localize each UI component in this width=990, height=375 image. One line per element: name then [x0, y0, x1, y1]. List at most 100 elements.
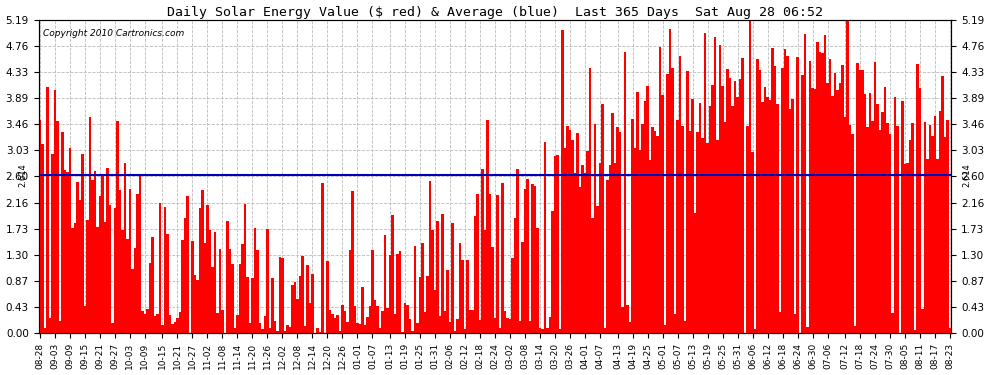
Bar [584, 173, 586, 333]
Bar [329, 310, 332, 333]
Bar [278, 256, 281, 333]
Bar [617, 127, 619, 333]
Bar [176, 318, 178, 333]
Bar [781, 68, 784, 333]
Bar [66, 172, 68, 333]
Bar [226, 221, 229, 333]
Bar [789, 109, 791, 333]
Bar [142, 311, 144, 333]
Bar [756, 59, 759, 333]
Bar [186, 196, 189, 333]
Bar [49, 318, 51, 333]
Bar [937, 159, 939, 333]
Bar [822, 53, 824, 333]
Bar [769, 100, 771, 333]
Bar [104, 222, 106, 333]
Bar [221, 310, 224, 333]
Bar [658, 47, 661, 333]
Bar [684, 321, 686, 333]
Bar [486, 120, 489, 333]
Bar [917, 64, 919, 333]
Bar [599, 163, 601, 333]
Bar [776, 104, 779, 333]
Bar [253, 228, 256, 333]
Bar [96, 227, 99, 333]
Bar [944, 137, 946, 333]
Bar [519, 321, 522, 333]
Bar [251, 278, 253, 333]
Bar [147, 309, 148, 333]
Bar [548, 316, 551, 333]
Bar [39, 120, 41, 333]
Bar [306, 265, 309, 333]
Bar [309, 303, 311, 333]
Bar [529, 321, 532, 333]
Bar [666, 74, 669, 333]
Bar [471, 309, 474, 333]
Bar [429, 181, 432, 333]
Bar [166, 234, 168, 333]
Bar [506, 318, 509, 333]
Bar [829, 59, 832, 333]
Bar [807, 327, 809, 333]
Bar [231, 264, 234, 333]
Bar [671, 68, 674, 333]
Bar [463, 329, 466, 333]
Bar [653, 131, 656, 333]
Bar [53, 90, 56, 333]
Bar [126, 239, 129, 333]
Bar [156, 314, 158, 333]
Bar [439, 316, 442, 333]
Bar [416, 323, 419, 333]
Bar [216, 314, 219, 333]
Bar [784, 49, 786, 333]
Bar [766, 97, 769, 333]
Bar [494, 318, 496, 333]
Bar [88, 117, 91, 333]
Bar [566, 126, 569, 333]
Bar [136, 194, 139, 333]
Bar [61, 132, 63, 333]
Bar [301, 256, 304, 333]
Bar [681, 126, 684, 333]
Bar [348, 250, 351, 333]
Bar [496, 195, 499, 333]
Bar [71, 228, 73, 333]
Bar [194, 275, 196, 333]
Bar [381, 310, 384, 333]
Bar [73, 223, 76, 333]
Bar [624, 53, 627, 333]
Bar [839, 83, 842, 333]
Bar [421, 243, 424, 333]
Bar [924, 122, 927, 333]
Bar [581, 165, 584, 333]
Bar [332, 315, 334, 333]
Bar [511, 258, 514, 333]
Bar [729, 78, 732, 333]
Bar [664, 325, 666, 333]
Bar [686, 70, 689, 333]
Bar [946, 120, 949, 333]
Bar [914, 330, 917, 333]
Bar [78, 200, 81, 333]
Bar [724, 122, 727, 333]
Bar [41, 144, 44, 333]
Bar [273, 321, 276, 333]
Bar [704, 33, 706, 333]
Bar [696, 132, 699, 333]
Bar [627, 305, 629, 333]
Bar [701, 138, 704, 333]
Bar [204, 243, 206, 333]
Bar [424, 312, 427, 333]
Bar [742, 58, 743, 333]
Bar [619, 132, 622, 333]
Bar [504, 310, 506, 333]
Bar [571, 140, 574, 333]
Bar [644, 100, 646, 333]
Bar [851, 134, 854, 333]
Bar [746, 126, 748, 333]
Bar [751, 152, 753, 333]
Bar [796, 57, 799, 333]
Bar [722, 87, 724, 333]
Bar [353, 306, 356, 333]
